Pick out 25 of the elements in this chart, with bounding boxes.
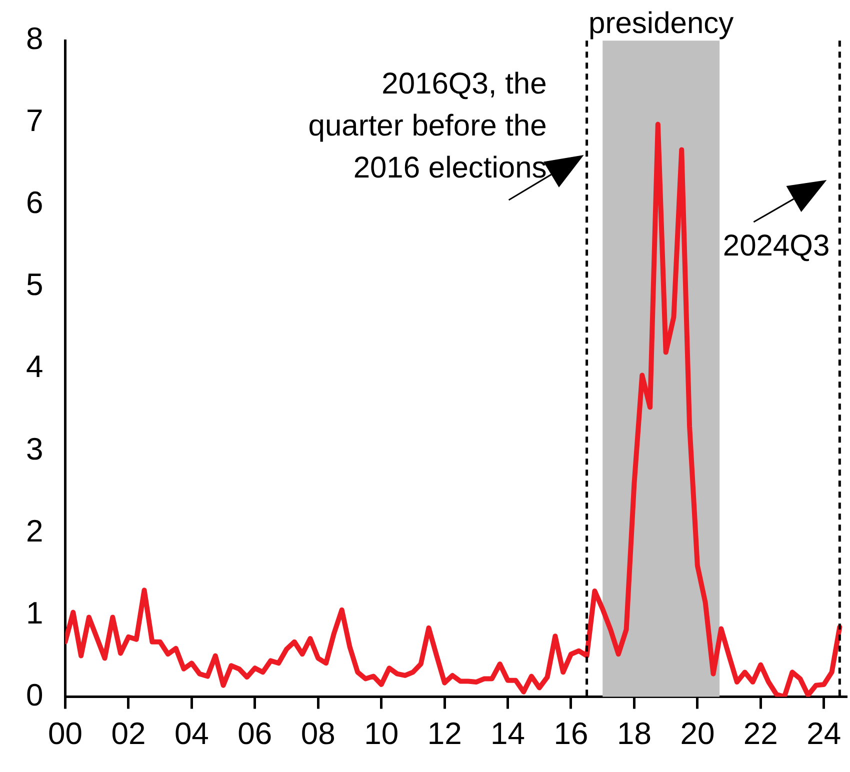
x-tick-label: 18 <box>616 716 652 751</box>
x-tick-label: 00 <box>48 716 82 751</box>
ref-line-label: 2016Q3, the quarter before the 2016 elections <box>308 67 547 184</box>
y-tick-label: 5 <box>26 267 44 302</box>
y-tick-label: 1 <box>26 595 44 630</box>
band-label: presidency <box>588 6 734 40</box>
x-tick-label: 16 <box>554 716 588 751</box>
x-tick-label: 20 <box>680 716 715 751</box>
y-tick-label: 3 <box>26 431 44 466</box>
y-tick-label: 7 <box>26 103 44 138</box>
ref-line-label: 2024Q3 <box>722 229 830 262</box>
y-tick-label: 8 <box>26 21 44 56</box>
y-tick-label: 4 <box>26 349 44 384</box>
y-tick-label: 2 <box>26 513 44 548</box>
x-tick-label: 02 <box>111 716 146 751</box>
x-tick-label: 22 <box>743 716 778 751</box>
x-tick-label: 12 <box>427 716 462 751</box>
x-tick-label: 06 <box>238 716 272 751</box>
x-tick-label: 10 <box>364 716 399 751</box>
y-tick-label: 0 <box>26 677 44 712</box>
x-tick-label: 04 <box>174 716 209 751</box>
x-tick-label: 08 <box>300 716 336 751</box>
y-tick-label: 6 <box>26 185 44 220</box>
x-tick-label: 24 <box>806 716 842 751</box>
x-tick-label: 14 <box>490 716 526 751</box>
